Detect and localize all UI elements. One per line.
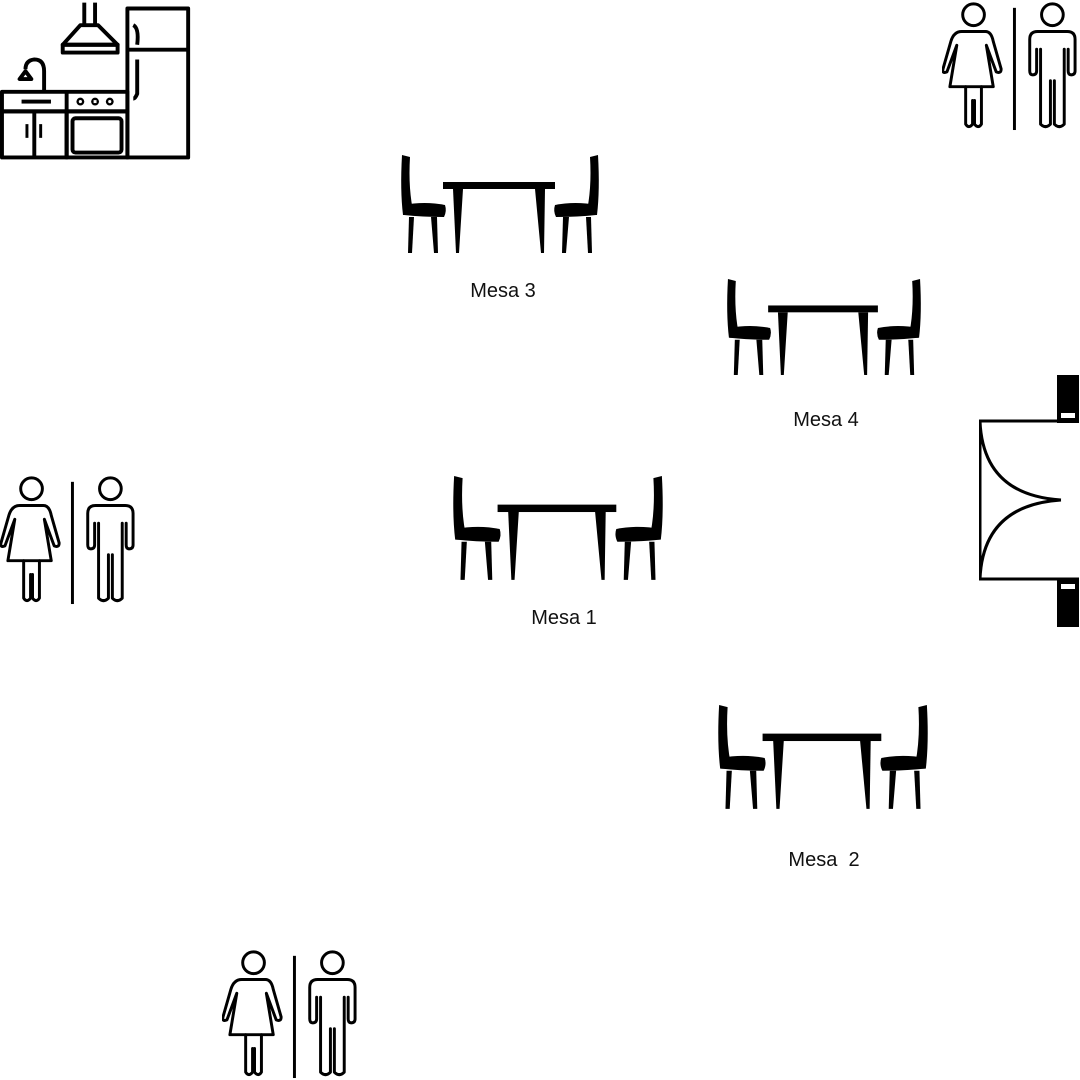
table-label-mesa-2: Mesa 2 [788,849,860,871]
double-door-icon [978,375,1080,627]
dining-table-icon [726,279,922,377]
kitchen-icon [0,0,196,163]
table-label-mesa-3: Mesa 3 [470,280,536,302]
dining-table-icon [452,476,664,582]
table-label-mesa-4: Mesa 4 [793,409,859,431]
dining-table-icon [400,155,600,255]
dining-table-icon [717,705,929,811]
restroom-icon [942,0,1080,132]
table-label-mesa-1: Mesa 1 [531,607,597,629]
restroom-icon [0,474,138,606]
restroom-icon [222,948,360,1080]
